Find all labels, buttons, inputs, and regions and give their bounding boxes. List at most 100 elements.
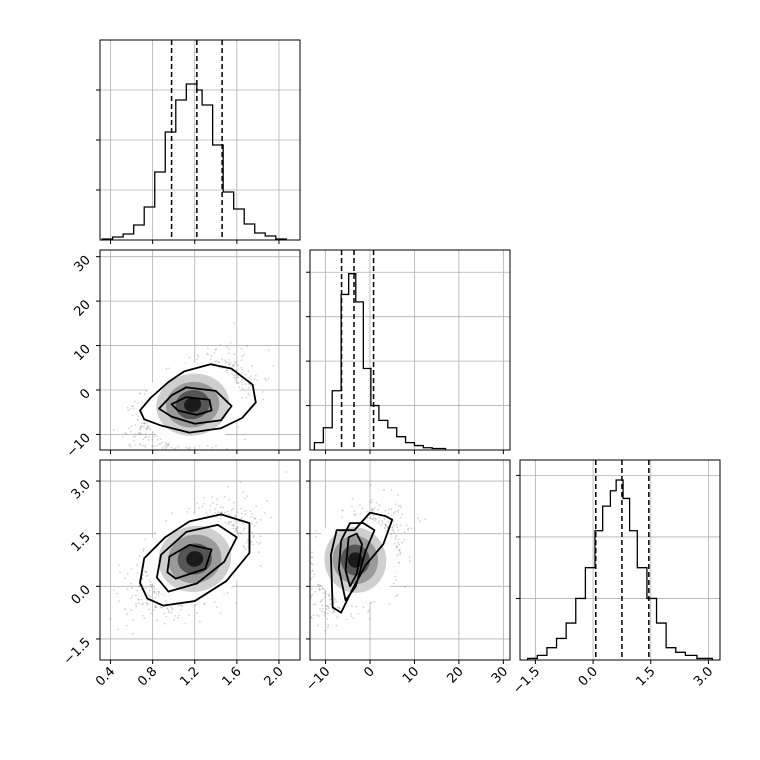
scatter-point xyxy=(148,467,150,469)
scatter-point xyxy=(129,445,132,448)
scatter-point xyxy=(245,396,248,399)
scatter-point xyxy=(321,608,324,610)
y-tick-label: −1.5 xyxy=(61,635,94,668)
scatter-point xyxy=(259,519,262,521)
scatter-point xyxy=(254,374,257,377)
scatter-point xyxy=(235,528,238,530)
scatter-point xyxy=(214,511,216,514)
scatter-point xyxy=(327,607,330,609)
scatter-point xyxy=(249,510,252,513)
scatter-point xyxy=(137,418,140,421)
scatter-point xyxy=(125,433,128,435)
scatter-point xyxy=(250,540,253,543)
scatter-point xyxy=(397,538,400,541)
x-tick-label: 1.2 xyxy=(177,664,202,689)
scatter-point xyxy=(220,515,223,517)
scatter-point xyxy=(144,393,146,395)
scatter-point xyxy=(400,516,402,519)
scatter-point xyxy=(132,407,135,410)
scatter-point xyxy=(233,374,236,376)
scatter-point xyxy=(134,444,136,446)
scatter-point xyxy=(146,603,148,606)
scatter-point xyxy=(156,619,158,622)
scatter-point xyxy=(175,446,177,449)
scatter-point xyxy=(171,512,174,514)
scatter-point xyxy=(117,564,120,566)
scatter-point xyxy=(206,352,209,355)
scatter-point xyxy=(229,341,232,344)
contour-2 xyxy=(170,396,213,416)
scatter-point xyxy=(223,496,226,498)
scatter-point xyxy=(241,383,244,386)
scatter-point xyxy=(195,358,198,360)
scatter-point xyxy=(384,523,387,526)
scatter-point xyxy=(179,604,182,606)
scatter-point xyxy=(118,600,120,603)
scatter-point xyxy=(323,596,326,599)
scatter-point xyxy=(135,594,137,597)
scatter-point xyxy=(132,404,134,407)
scatter-point xyxy=(305,592,307,594)
scatter-point xyxy=(351,498,354,500)
scatter-point xyxy=(396,546,399,549)
panel-hist-0-0 xyxy=(96,39,301,244)
scatter-point xyxy=(236,525,239,528)
scatter-point xyxy=(307,610,309,612)
scatter-point xyxy=(158,443,161,446)
scatter-point xyxy=(372,514,375,517)
scatter-point xyxy=(199,620,201,623)
scatter-point xyxy=(186,511,189,513)
scatter-point xyxy=(117,628,120,631)
scatter-point xyxy=(243,354,246,356)
scatter-point xyxy=(228,498,231,501)
scatter-point xyxy=(214,349,217,351)
plot-content xyxy=(112,322,275,469)
scatter-point xyxy=(244,548,247,550)
scatter-point xyxy=(232,365,234,368)
scatter-point xyxy=(165,519,168,522)
scatter-point xyxy=(154,596,157,599)
scatter-point xyxy=(130,582,132,585)
scatter-point xyxy=(341,515,344,518)
scatter-point xyxy=(147,426,150,428)
scatter-point xyxy=(361,507,364,510)
scatter-point xyxy=(153,591,156,594)
scatter-point xyxy=(164,447,167,450)
scatter-point xyxy=(242,529,245,532)
scatter-point xyxy=(236,376,238,379)
scatter-point xyxy=(141,401,144,404)
y-tick-label: 3.0 xyxy=(69,477,94,502)
x-tick-label: 2.0 xyxy=(262,664,287,689)
scatter-point xyxy=(251,365,253,368)
scatter-point xyxy=(144,445,147,448)
scatter-point xyxy=(238,386,241,388)
scatter-point xyxy=(154,606,156,609)
contour-1 xyxy=(158,386,233,425)
scatter-point xyxy=(159,605,162,608)
scatter-point xyxy=(234,527,237,530)
scatter-point xyxy=(181,605,183,607)
scatter-point xyxy=(408,560,411,563)
scatter-point xyxy=(398,549,401,552)
scatter-point xyxy=(404,585,407,588)
scatter-point xyxy=(241,522,244,525)
scatter-point xyxy=(373,600,376,603)
scatter-point xyxy=(206,347,209,350)
scatter-point xyxy=(244,513,246,515)
scatter-point xyxy=(318,608,321,610)
scatter-point xyxy=(226,447,228,450)
scatter-point xyxy=(121,435,124,438)
scatter-point xyxy=(250,378,252,381)
scatter-point xyxy=(160,606,163,609)
scatter-point xyxy=(399,553,402,555)
gridlines xyxy=(100,460,300,660)
scatter-point xyxy=(153,587,156,590)
scatter-point xyxy=(241,396,244,399)
scatter-point xyxy=(201,505,204,508)
scatter-point xyxy=(150,612,153,615)
scatter-point xyxy=(374,517,377,520)
scatter-point xyxy=(192,456,194,458)
scatter-point xyxy=(305,593,307,595)
scatter-point xyxy=(305,609,307,611)
scatter-point xyxy=(397,561,400,564)
